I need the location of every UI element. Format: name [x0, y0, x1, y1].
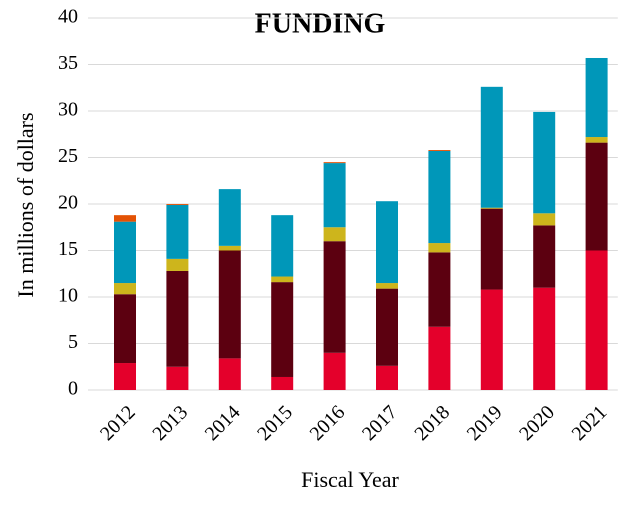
bar-segment: [166, 204, 189, 205]
x-tick-label: 2020: [515, 401, 559, 445]
bar-segment: [218, 189, 241, 246]
bar-segment: [166, 204, 189, 259]
bar-segment: [428, 326, 451, 390]
bar-segment: [376, 201, 398, 284]
x-axis-label: Fiscal Year: [301, 467, 399, 492]
bar-segment: [376, 365, 398, 390]
bar-segment: [533, 287, 556, 390]
y-tick-label: 10: [58, 285, 78, 307]
bar-segment: [533, 213, 556, 226]
x-tick-label: 2021: [568, 401, 612, 445]
bar-segment: [166, 366, 189, 390]
bar-segment: [166, 270, 189, 367]
x-tick-label: 2017: [358, 401, 402, 445]
bar-segment: [218, 358, 241, 390]
y-tick-label: 15: [58, 238, 78, 260]
x-tick-label: 2019: [463, 401, 507, 445]
bar-segment: [428, 252, 451, 327]
bar-segment: [585, 57, 608, 138]
bar-segment: [480, 207, 503, 209]
y-tick-label: 35: [58, 52, 78, 74]
bar-segment: [376, 283, 398, 289]
bar-segment: [585, 137, 608, 143]
bar-segment: [480, 208, 503, 290]
bar-segment: [271, 282, 294, 377]
bar-segment: [428, 243, 451, 253]
y-tick-label: 40: [58, 6, 78, 28]
bar-segment: [480, 289, 503, 390]
bar-segment: [533, 111, 556, 214]
bar-segment: [271, 276, 294, 283]
x-tick-label: 2018: [410, 401, 454, 445]
bar-segment: [114, 294, 136, 364]
bar-segment: [533, 225, 556, 288]
bar-segment: [218, 245, 241, 251]
bar-segment: [376, 288, 398, 366]
bar-segment: [323, 163, 346, 228]
bar-segment: [585, 142, 608, 251]
bar-segment: [428, 150, 451, 244]
bar-segment: [428, 150, 451, 151]
x-tick-label: 2013: [148, 401, 192, 445]
bar-segment: [114, 221, 136, 284]
y-tick-label: 25: [58, 145, 78, 167]
bar-segment: [323, 241, 346, 353]
bar-segment: [480, 86, 503, 208]
bar-segment: [166, 258, 189, 271]
bar-segment: [271, 376, 294, 390]
y-tick-label: 5: [68, 331, 78, 353]
bar-segment: [114, 215, 136, 222]
x-tick-label: 2014: [201, 401, 245, 445]
x-tick-label: 2012: [96, 401, 140, 445]
bar-segment: [323, 162, 346, 164]
y-tick-label: 20: [58, 192, 78, 214]
bar-segment: [323, 352, 346, 390]
bar-segment: [114, 283, 136, 295]
y-axis-label: In millions of dollars: [13, 112, 38, 297]
bar-segment: [271, 215, 294, 277]
bar-segment: [218, 250, 241, 359]
x-tick-label: 2016: [306, 401, 350, 445]
y-tick-label: 0: [68, 378, 78, 400]
x-tick-label: 2015: [253, 401, 297, 445]
y-tick-label: 30: [58, 99, 78, 121]
bar-segment: [585, 250, 608, 390]
bar-segment: [114, 363, 136, 390]
chart-title: FUNDING: [255, 8, 386, 39]
bar-segment: [323, 227, 346, 242]
